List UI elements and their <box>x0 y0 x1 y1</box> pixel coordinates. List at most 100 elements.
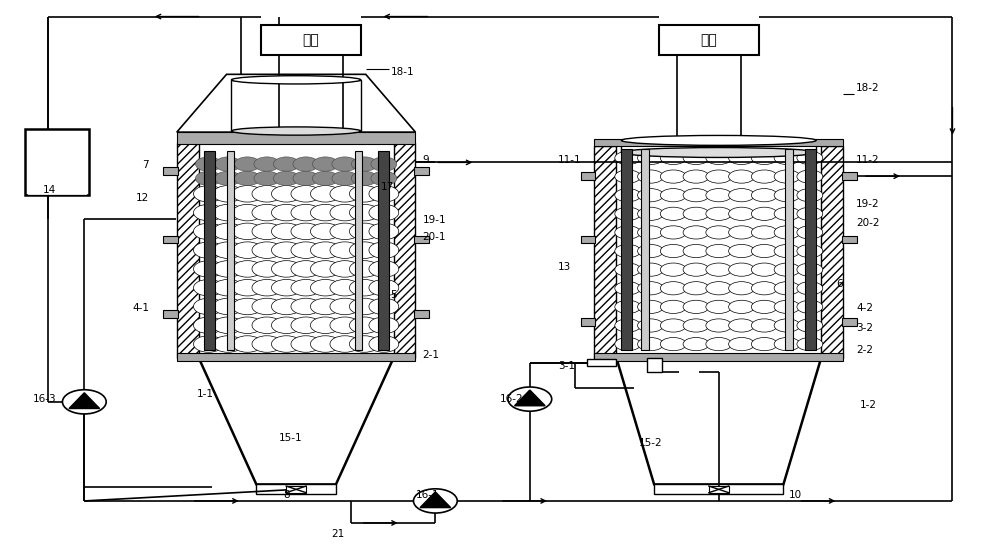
Ellipse shape <box>271 261 301 277</box>
Ellipse shape <box>194 298 223 315</box>
Ellipse shape <box>774 207 800 220</box>
Ellipse shape <box>232 223 262 240</box>
Ellipse shape <box>349 336 379 353</box>
Ellipse shape <box>213 223 243 240</box>
Ellipse shape <box>729 151 754 165</box>
Ellipse shape <box>683 151 709 165</box>
Text: 18-2: 18-2 <box>856 83 880 93</box>
Ellipse shape <box>310 242 340 259</box>
Ellipse shape <box>706 207 732 220</box>
Ellipse shape <box>615 300 641 314</box>
Ellipse shape <box>751 319 777 332</box>
Ellipse shape <box>213 205 243 221</box>
Ellipse shape <box>683 282 709 295</box>
Circle shape <box>196 171 221 186</box>
Ellipse shape <box>751 170 777 183</box>
Ellipse shape <box>660 207 686 220</box>
Text: 17: 17 <box>381 182 394 192</box>
Ellipse shape <box>797 263 823 276</box>
Circle shape <box>215 157 241 171</box>
Circle shape <box>62 390 106 414</box>
Circle shape <box>293 157 319 171</box>
Ellipse shape <box>232 127 361 135</box>
Ellipse shape <box>615 282 641 295</box>
Text: 3-2: 3-2 <box>856 322 873 332</box>
Ellipse shape <box>729 245 754 257</box>
Ellipse shape <box>330 242 360 259</box>
Ellipse shape <box>706 245 732 257</box>
Ellipse shape <box>349 317 379 334</box>
Text: 19-2: 19-2 <box>856 198 880 208</box>
Ellipse shape <box>615 226 641 239</box>
Ellipse shape <box>369 298 399 315</box>
Text: 16-1: 16-1 <box>415 490 439 500</box>
Ellipse shape <box>751 263 777 276</box>
Ellipse shape <box>615 319 641 332</box>
Ellipse shape <box>660 319 686 332</box>
Ellipse shape <box>252 317 282 334</box>
Ellipse shape <box>797 226 823 239</box>
Ellipse shape <box>330 336 360 353</box>
Ellipse shape <box>638 170 663 183</box>
Ellipse shape <box>310 298 340 315</box>
Text: 2-1: 2-1 <box>422 350 439 360</box>
Bar <box>163 167 178 175</box>
Text: 2-2: 2-2 <box>856 345 873 355</box>
Bar <box>659 25 759 55</box>
Circle shape <box>234 171 260 186</box>
Ellipse shape <box>232 186 262 202</box>
Bar <box>805 148 816 350</box>
Ellipse shape <box>683 300 709 314</box>
Ellipse shape <box>683 319 709 332</box>
Ellipse shape <box>310 186 340 202</box>
Ellipse shape <box>615 188 641 202</box>
Ellipse shape <box>774 245 800 257</box>
Circle shape <box>413 489 457 513</box>
Ellipse shape <box>683 226 709 239</box>
Ellipse shape <box>660 245 686 257</box>
Text: 6: 6 <box>836 279 843 289</box>
Ellipse shape <box>349 242 379 259</box>
Ellipse shape <box>369 205 399 221</box>
Ellipse shape <box>252 186 282 202</box>
Ellipse shape <box>369 223 399 240</box>
Ellipse shape <box>330 205 360 221</box>
Ellipse shape <box>291 261 321 277</box>
Ellipse shape <box>369 242 399 259</box>
Ellipse shape <box>232 261 262 277</box>
Ellipse shape <box>706 319 732 332</box>
Ellipse shape <box>194 186 223 202</box>
Ellipse shape <box>349 298 379 315</box>
Circle shape <box>312 157 338 171</box>
Circle shape <box>371 171 397 186</box>
Text: 14: 14 <box>43 185 56 195</box>
Ellipse shape <box>213 186 243 202</box>
Ellipse shape <box>252 298 282 315</box>
Ellipse shape <box>615 151 641 165</box>
Ellipse shape <box>349 261 379 277</box>
Ellipse shape <box>271 205 301 221</box>
Ellipse shape <box>683 263 709 276</box>
Text: 16-3: 16-3 <box>33 394 56 404</box>
Ellipse shape <box>660 188 686 202</box>
Ellipse shape <box>729 170 754 183</box>
Ellipse shape <box>729 226 754 239</box>
Ellipse shape <box>310 336 340 353</box>
Circle shape <box>332 171 358 186</box>
Ellipse shape <box>330 186 360 202</box>
Ellipse shape <box>291 205 321 221</box>
Ellipse shape <box>615 263 641 276</box>
Ellipse shape <box>310 317 340 334</box>
Circle shape <box>273 171 299 186</box>
Ellipse shape <box>615 207 641 220</box>
Bar <box>621 148 632 350</box>
Ellipse shape <box>291 186 321 202</box>
Ellipse shape <box>252 223 282 240</box>
Ellipse shape <box>310 223 340 240</box>
Ellipse shape <box>271 280 301 296</box>
Ellipse shape <box>797 319 823 332</box>
Bar <box>355 151 362 350</box>
Bar <box>785 148 793 350</box>
Text: 19-1: 19-1 <box>422 215 446 225</box>
Ellipse shape <box>774 319 800 332</box>
